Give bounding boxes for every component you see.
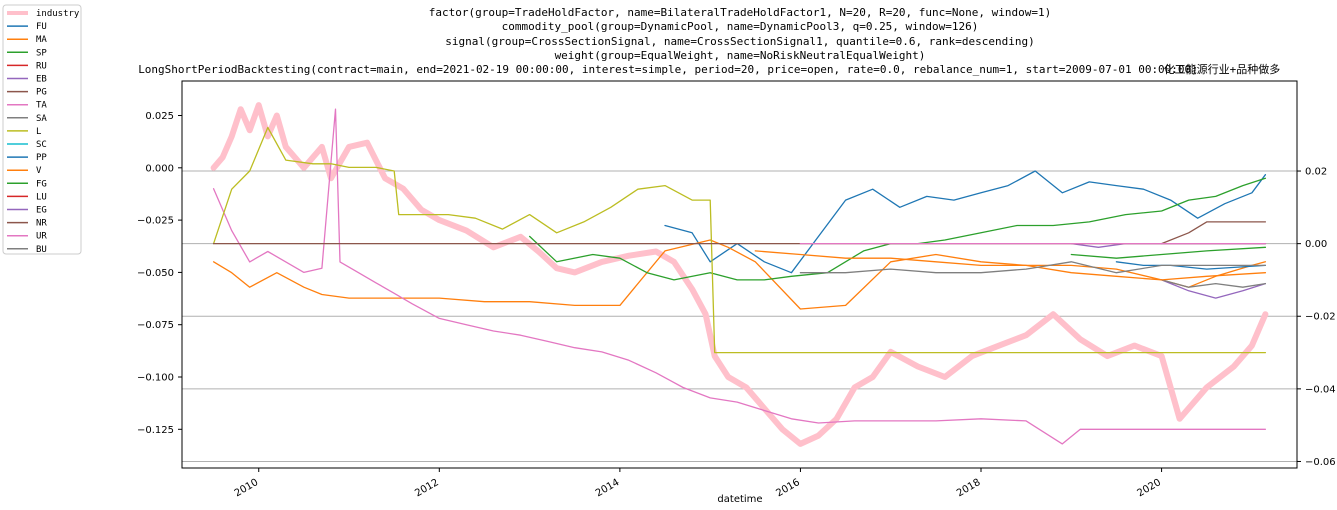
y-right-tick-label-1: 0.00 [1305, 239, 1327, 250]
plot-frame [181, 80, 1298, 469]
legend-label-bu: BU [36, 245, 47, 255]
series-line-fg [1070, 246, 1267, 259]
y-left-tick-label-6: −0.125 [137, 425, 174, 436]
x-axis: 2010 2012 2014 2016 2018 2020 [233, 468, 1163, 499]
series-line-ma [212, 239, 1267, 310]
y-left-tick-label-0: 0.025 [145, 111, 174, 122]
x-tick-label-2014: 2014 [594, 477, 622, 499]
y-right-tick-label-2: −0.02 [1305, 312, 1336, 323]
title-line-3: signal(group=CrossSectionSignal, name=Cr… [445, 35, 1034, 48]
x-tick-label-2018: 2018 [955, 477, 983, 499]
y-left-tick-label-5: −0.100 [137, 373, 174, 384]
series-line-sa [1160, 279, 1267, 288]
legend-label-nr: NR [36, 219, 47, 229]
x-axis-label: datetime [717, 494, 762, 505]
legend: industry FU MA SP RU EB PG TA SA L SC PP V FG LU EG NR UR… [2, 4, 82, 255]
legend-label-v: V [36, 166, 42, 176]
series-line-fu [664, 170, 1267, 274]
x-tick-label-2010: 2010 [233, 477, 261, 499]
legend-label-eb: EB [36, 75, 47, 85]
y-right-tick-label-0: 0.02 [1305, 167, 1327, 178]
series-line-ta [212, 108, 1267, 445]
series-line-l [212, 126, 1267, 354]
series-line-industry [210, 102, 1269, 447]
y-axis-left: 0.025 0.000 −0.025 −0.050 −0.075 −0.100 −0.125 [137, 111, 182, 436]
series-layer [210, 102, 1269, 447]
legend-label-sp: SP [36, 48, 47, 58]
legend-label-industry: industry [36, 9, 80, 19]
x-tick-label-2020: 2020 [1136, 477, 1164, 499]
legend-label-pg: PG [36, 88, 47, 98]
x-tick-label-2016: 2016 [774, 477, 802, 499]
legend-label-fu: FU [36, 22, 47, 32]
legend-label-ur: UR [36, 232, 47, 242]
legend-label-ru: RU [36, 61, 47, 71]
y-left-tick-label-3: −0.050 [137, 268, 174, 279]
chart-title: factor(group=TradeHoldFactor, name=Bilat… [138, 6, 1280, 76]
series-line-pg [1160, 221, 1267, 245]
x-tick-label-2012: 2012 [413, 477, 441, 499]
title-line-4: weight(group=EqualWeight, name=NoRiskNeu… [555, 49, 926, 62]
legend-label-l: L [36, 127, 41, 137]
y-right-tick-label-4: −0.06 [1305, 457, 1336, 468]
y-axis-right: 0.02 0.00 −0.02 −0.04 −0.06 [1297, 167, 1336, 468]
legend-label-lu: LU [36, 192, 47, 202]
y-left-tick-label-4: −0.075 [137, 320, 174, 331]
legend-box [2, 4, 82, 255]
legend-label-fg: FG [36, 179, 47, 189]
series-line-eb [1160, 279, 1267, 299]
title-line-2: commodity_pool(group=DynamicPool, name=D… [502, 20, 979, 33]
legend-label-ta: TA [36, 101, 47, 111]
title-line-1: factor(group=TradeHoldFactor, name=Bilat… [429, 6, 1052, 19]
legend-label-pp: PP [36, 153, 47, 163]
legend-label-ma: MA [36, 35, 47, 45]
y-left-tick-label-2: −0.025 [137, 216, 174, 227]
series-line-bu [799, 261, 1267, 274]
title-suffix: 化工能源行业+品种做多 [1164, 62, 1281, 76]
y-right-tick-label-3: −0.04 [1305, 384, 1336, 395]
legend-label-eg: EG [36, 206, 47, 216]
title-line-5: LongShortPeriodBacktesting(contract=main… [138, 63, 1198, 76]
y-left-tick-label-1: 0.000 [145, 163, 174, 174]
series-line-v [754, 250, 1267, 281]
legend-label-sa: SA [36, 114, 47, 124]
legend-label-sc: SC [36, 140, 47, 150]
